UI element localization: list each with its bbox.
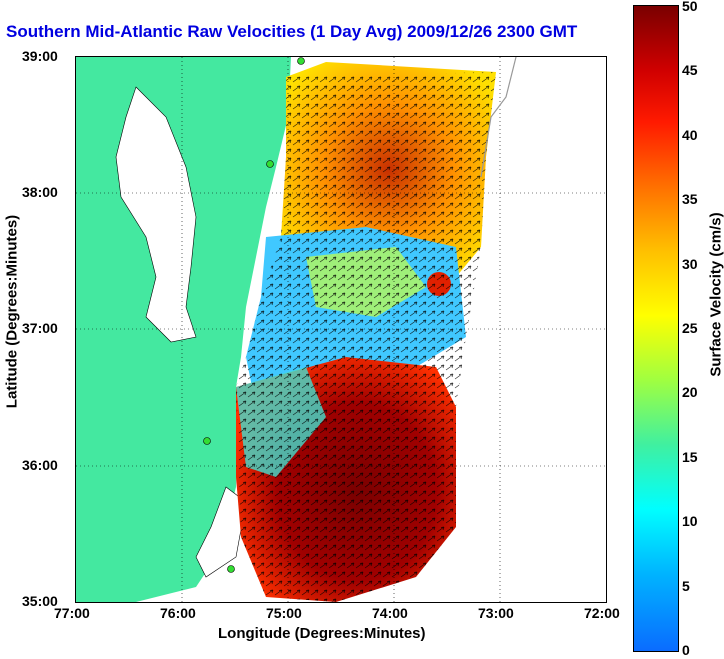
- y-tick: 39:00: [22, 48, 58, 64]
- colorbar-tick: 30: [682, 256, 698, 272]
- station-marker: [297, 57, 305, 65]
- colorbar-tick: 40: [682, 127, 698, 143]
- colorbar-tick: 0: [682, 642, 690, 658]
- y-tick: 37:00: [22, 320, 58, 336]
- x-tick: 74:00: [372, 605, 408, 621]
- map-title: Southern Mid-Atlantic Raw Velocities (1 …: [6, 22, 578, 41]
- colorbar-tick: 10: [682, 513, 698, 529]
- colorbar-tick: 35: [682, 191, 698, 207]
- x-tick: 75:00: [266, 605, 302, 621]
- x-axis-label: Longitude (Degrees:Minutes): [218, 625, 426, 642]
- y-tick: 38:00: [22, 184, 58, 200]
- y-axis-label: Latitude (Degrees:Minutes): [3, 214, 21, 409]
- velocity-map: [76, 57, 606, 602]
- colorbar-tick: 50: [682, 0, 698, 14]
- station-marker: [266, 160, 274, 168]
- map-plot-area: [75, 56, 607, 603]
- x-tick: 72:00: [584, 605, 620, 621]
- shelf-contour: [480, 57, 517, 178]
- x-tick: 76:00: [160, 605, 196, 621]
- colorbar-label: Surface Velocity (cm/s): [707, 212, 724, 377]
- stations: [203, 57, 305, 573]
- y-tick: 36:00: [22, 457, 58, 473]
- y-tick: 35:00: [22, 593, 58, 609]
- colorbar: [633, 5, 679, 652]
- x-tick: 77:00: [54, 605, 90, 621]
- colorbar-tick: 5: [682, 578, 690, 594]
- vector-arrows: [236, 72, 496, 602]
- colorbar-tick: 20: [682, 384, 698, 400]
- colorbar-tick: 25: [682, 320, 698, 336]
- x-tick: 73:00: [478, 605, 514, 621]
- grid-lines: [76, 57, 606, 602]
- chesapeake-bay: [115, 86, 197, 343]
- colorbar-tick: 45: [682, 62, 698, 78]
- station-marker: [203, 437, 211, 445]
- station-marker: [227, 565, 235, 573]
- colorbar-tick: 15: [682, 449, 698, 465]
